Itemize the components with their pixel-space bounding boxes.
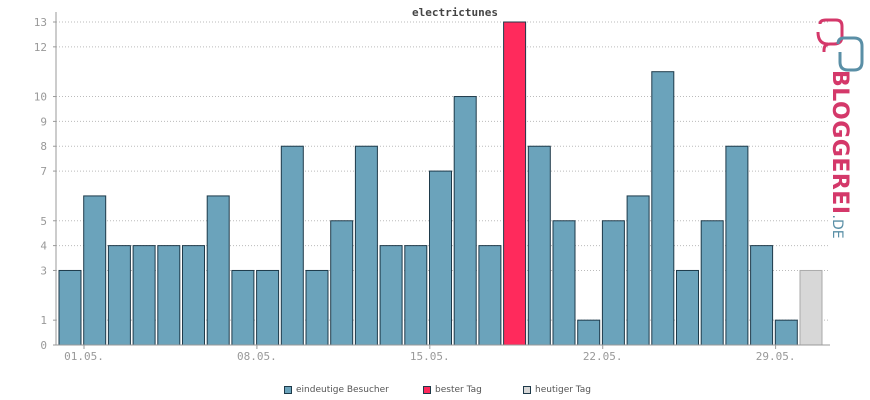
y-tick-label: 1	[40, 314, 47, 327]
bars	[58, 21, 823, 346]
y-tick-label: 8	[40, 140, 47, 153]
bar	[231, 269, 255, 346]
bar	[330, 220, 354, 346]
y-tick-label: 0	[40, 339, 47, 352]
y-tick-label: 9	[40, 115, 47, 128]
y-tick-label: 12	[34, 41, 47, 54]
bar	[626, 195, 650, 346]
x-tick-label: 22.05.	[583, 350, 623, 363]
bar	[83, 195, 107, 346]
bar	[206, 195, 230, 346]
y-tick-label: 7	[40, 165, 47, 178]
bar	[750, 245, 774, 346]
y-tick-label: 13	[34, 16, 47, 29]
bar	[280, 145, 304, 346]
bar	[404, 245, 428, 346]
bar	[182, 245, 205, 346]
bar	[527, 145, 551, 346]
legend-swatch-visitors	[284, 386, 292, 394]
legend-swatch-today	[523, 386, 531, 394]
bar-today	[799, 269, 823, 346]
bar	[725, 145, 749, 346]
bar	[676, 269, 699, 346]
x-tick-label: 01.05.	[64, 350, 104, 363]
bar	[157, 245, 181, 346]
bar	[601, 220, 625, 346]
bar	[774, 319, 798, 346]
bar	[651, 71, 675, 346]
bar	[58, 269, 82, 346]
bar	[354, 145, 378, 346]
axes	[55, 12, 830, 346]
legend: eindeutige Besucher bester Tag heutiger …	[0, 385, 870, 399]
logo-suffix: .DE	[829, 214, 845, 239]
bar	[429, 170, 452, 346]
bar	[256, 269, 280, 346]
x-tick-labels: 01.05. 08.05. 15.05. 22.05. 29.05.	[64, 345, 795, 363]
x-tick-label: 29.05.	[756, 350, 796, 363]
y-tick-label: 5	[40, 215, 47, 228]
bar	[552, 220, 576, 346]
bar-best-day	[503, 21, 527, 346]
bar	[478, 245, 502, 346]
legend-label-today: heutiger Tag	[535, 385, 592, 395]
x-tick-label: 08.05.	[237, 350, 277, 363]
y-tick-label: 4	[40, 240, 47, 253]
chart-title: electrictunes	[412, 6, 498, 19]
bar	[379, 245, 403, 346]
logo-name: BLOGGEREI	[827, 70, 852, 215]
y-tick-label: 3	[40, 264, 47, 277]
bloggerei-logo: BLOGGEREI.DE	[812, 18, 866, 239]
legend-item-visitors: eindeutige Besucher	[284, 385, 389, 395]
x-tick-label: 15.05.	[410, 350, 450, 363]
legend-swatch-best-day	[423, 386, 431, 394]
legend-label-best-day: bester Tag	[435, 385, 482, 395]
y-tick-label: 10	[34, 91, 47, 104]
bloggerei-logo-text: BLOGGEREI.DE	[818, 70, 858, 239]
bar	[305, 269, 329, 346]
bar	[700, 220, 724, 346]
bar	[577, 319, 601, 346]
legend-label-visitors: eindeutige Besucher	[296, 385, 389, 395]
legend-item-today: heutiger Tag	[523, 385, 591, 395]
bar	[453, 96, 477, 346]
bar	[107, 245, 131, 346]
legend-item-best-day: bester Tag	[423, 385, 482, 395]
bloggerei-logo-icon	[816, 18, 864, 72]
bar	[132, 245, 156, 346]
